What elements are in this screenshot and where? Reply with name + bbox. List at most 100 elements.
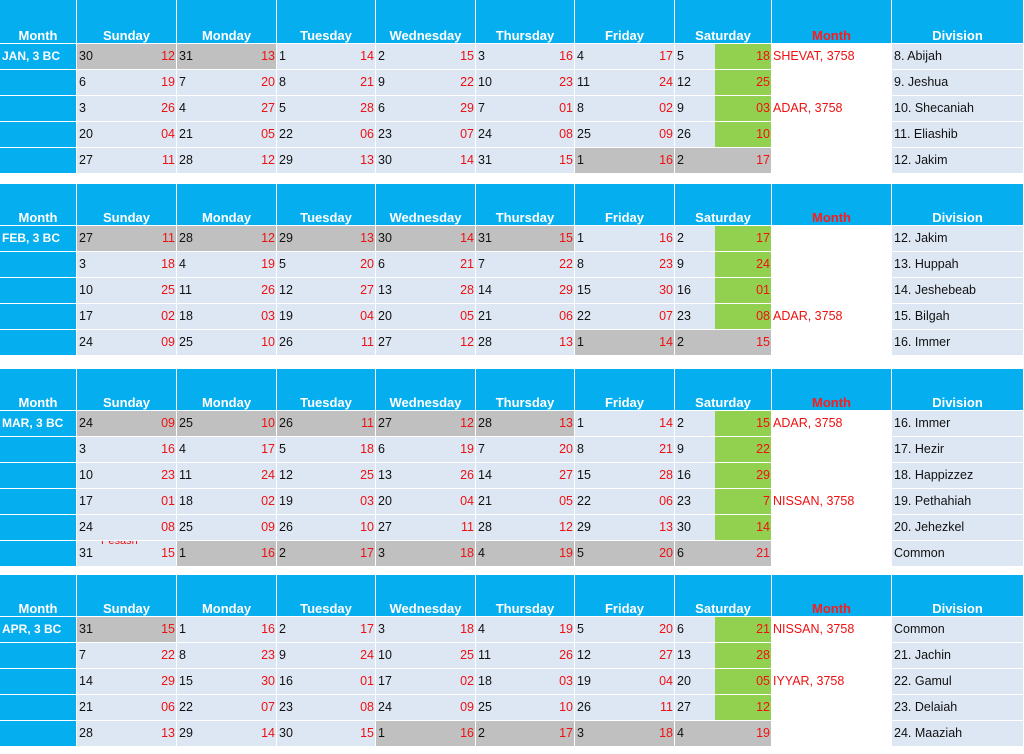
hebrew-day: 24	[659, 75, 673, 89]
day-cell-tuesday: 12 27	[277, 278, 376, 304]
hebrew-day: 11	[361, 335, 374, 349]
gregorian-day: 1	[279, 49, 286, 63]
day-cell-sunday: 31 15 Pesash	[77, 541, 177, 567]
day-cell-friday: 5 20	[575, 541, 675, 567]
day-cell-tuesday: 26 11	[277, 411, 376, 437]
hebrew-month-name	[772, 252, 892, 278]
gregorian-day: 19	[279, 309, 293, 323]
day-cell-wednesday: 2 15	[376, 44, 476, 70]
column-header-thursday: Thursday	[476, 575, 575, 617]
month-label: MAR, 3 BC	[0, 411, 77, 437]
gregorian-day: 21	[478, 309, 492, 323]
day-cell-tuesday: 12 25	[277, 463, 376, 489]
day-cell-sunday: 24 09	[77, 411, 177, 437]
hebrew-month-name	[772, 643, 892, 669]
month-label-blank	[0, 252, 77, 278]
gregorian-day: 27	[378, 520, 392, 534]
day-cell-wednesday: 9 22	[376, 70, 476, 96]
day-cell-sunday: 7 22	[77, 643, 177, 669]
hebrew-month-name: NISSAN, 3758	[772, 489, 892, 515]
hebrew-month-name	[772, 695, 892, 721]
day-cell-wednesday: 27 12	[376, 411, 476, 437]
gregorian-day: 2	[279, 622, 286, 636]
hebrew-day: 12	[261, 231, 275, 245]
hebrew-day: 15	[360, 726, 374, 740]
hebrew-day: 15	[756, 416, 770, 430]
gregorian-day: 5	[279, 257, 286, 271]
hebrew-day: 25	[756, 75, 770, 89]
hebrew-month-name	[772, 541, 892, 567]
column-header-wednesday: Wednesday	[376, 369, 476, 411]
column-header-monday: Monday	[177, 184, 277, 226]
day-cell-wednesday: 3 18	[376, 617, 476, 643]
column-header-saturday: Saturday	[675, 369, 772, 411]
column-header-month: Month	[0, 184, 77, 226]
hebrew-day: 10	[559, 700, 573, 714]
hebrew-day: 06	[161, 700, 175, 714]
day-cell-friday: 25 09	[575, 122, 675, 148]
hebrew-day: 12	[460, 416, 474, 430]
gregorian-day: 8	[577, 101, 584, 115]
hebrew-day: 04	[161, 127, 175, 141]
day-cell-friday: 4 17	[575, 44, 675, 70]
gregorian-day: 13	[378, 468, 392, 482]
gregorian-day: 31	[478, 153, 492, 167]
gregorian-day: 6	[378, 257, 385, 271]
hebrew-day: 22	[559, 257, 573, 271]
hebrew-day: 11	[361, 416, 374, 430]
day-cell-wednesday: 17 02	[376, 669, 476, 695]
month-label-blank	[0, 463, 77, 489]
day-cell-tuesday: 19 04	[277, 304, 376, 330]
gregorian-day: 26	[677, 127, 691, 141]
day-cell-sunday: 10 25	[77, 278, 177, 304]
day-cell-monday: 1 16	[177, 541, 277, 567]
priestly-division: 14. Jeshebeab	[892, 278, 1024, 304]
hebrew-day: 18	[161, 257, 175, 271]
day-cell-sunday: 17 01	[77, 489, 177, 515]
gregorian-day: 31	[79, 546, 93, 560]
hebrew-day: 10	[261, 416, 275, 430]
hebrew-day: 02	[261, 494, 275, 508]
hebrew-day: 14	[460, 231, 474, 245]
day-cell-sunday: 21 06	[77, 695, 177, 721]
gregorian-day: 4	[478, 546, 485, 560]
priestly-division: Common	[892, 541, 1024, 567]
priestly-division: 13. Huppah	[892, 252, 1024, 278]
gregorian-day: 12	[279, 283, 293, 297]
hebrew-day: 11	[461, 520, 474, 534]
column-header-sunday: Sunday	[77, 575, 177, 617]
day-cell-thursday: 10 23	[476, 70, 575, 96]
gregorian-day: 6	[79, 75, 86, 89]
hebrew-day: 19	[161, 75, 175, 89]
gregorian-day: 26	[577, 700, 591, 714]
day-cell-thursday: 7 22	[476, 252, 575, 278]
hebrew-day: 27	[659, 648, 673, 662]
gregorian-day: 2	[677, 231, 684, 245]
column-header-tuesday: Tuesday	[277, 0, 376, 44]
gregorian-day: 5	[577, 622, 584, 636]
month-label-blank	[0, 515, 77, 541]
hebrew-day: 18	[460, 546, 474, 560]
day-cell-saturday: 2 15	[675, 330, 772, 356]
day-cell-wednesday: 24 09	[376, 695, 476, 721]
gregorian-day: 7	[179, 75, 186, 89]
day-cell-saturday: 16 29	[675, 463, 772, 489]
day-cell-saturday: 9 22	[675, 437, 772, 463]
column-header-hebrew-month: Month	[772, 184, 892, 226]
month-label-blank	[0, 541, 77, 567]
month-label-blank	[0, 122, 77, 148]
gregorian-day: 31	[478, 231, 492, 245]
gregorian-day: 3	[79, 101, 86, 115]
gregorian-day: 4	[179, 442, 186, 456]
day-cell-thursday: 3 16	[476, 44, 575, 70]
gregorian-day: 13	[677, 648, 691, 662]
day-cell-monday: 8 23	[177, 643, 277, 669]
day-cell-thursday: 18 03	[476, 669, 575, 695]
day-cell-sunday: 6 19	[77, 70, 177, 96]
day-cell-friday: 26 11	[575, 695, 675, 721]
gregorian-day: 2	[677, 416, 684, 430]
hebrew-day: 29	[559, 283, 573, 297]
column-header-division: Division	[892, 369, 1024, 411]
gregorian-day: 17	[79, 309, 93, 323]
hebrew-day: 28	[360, 101, 374, 115]
